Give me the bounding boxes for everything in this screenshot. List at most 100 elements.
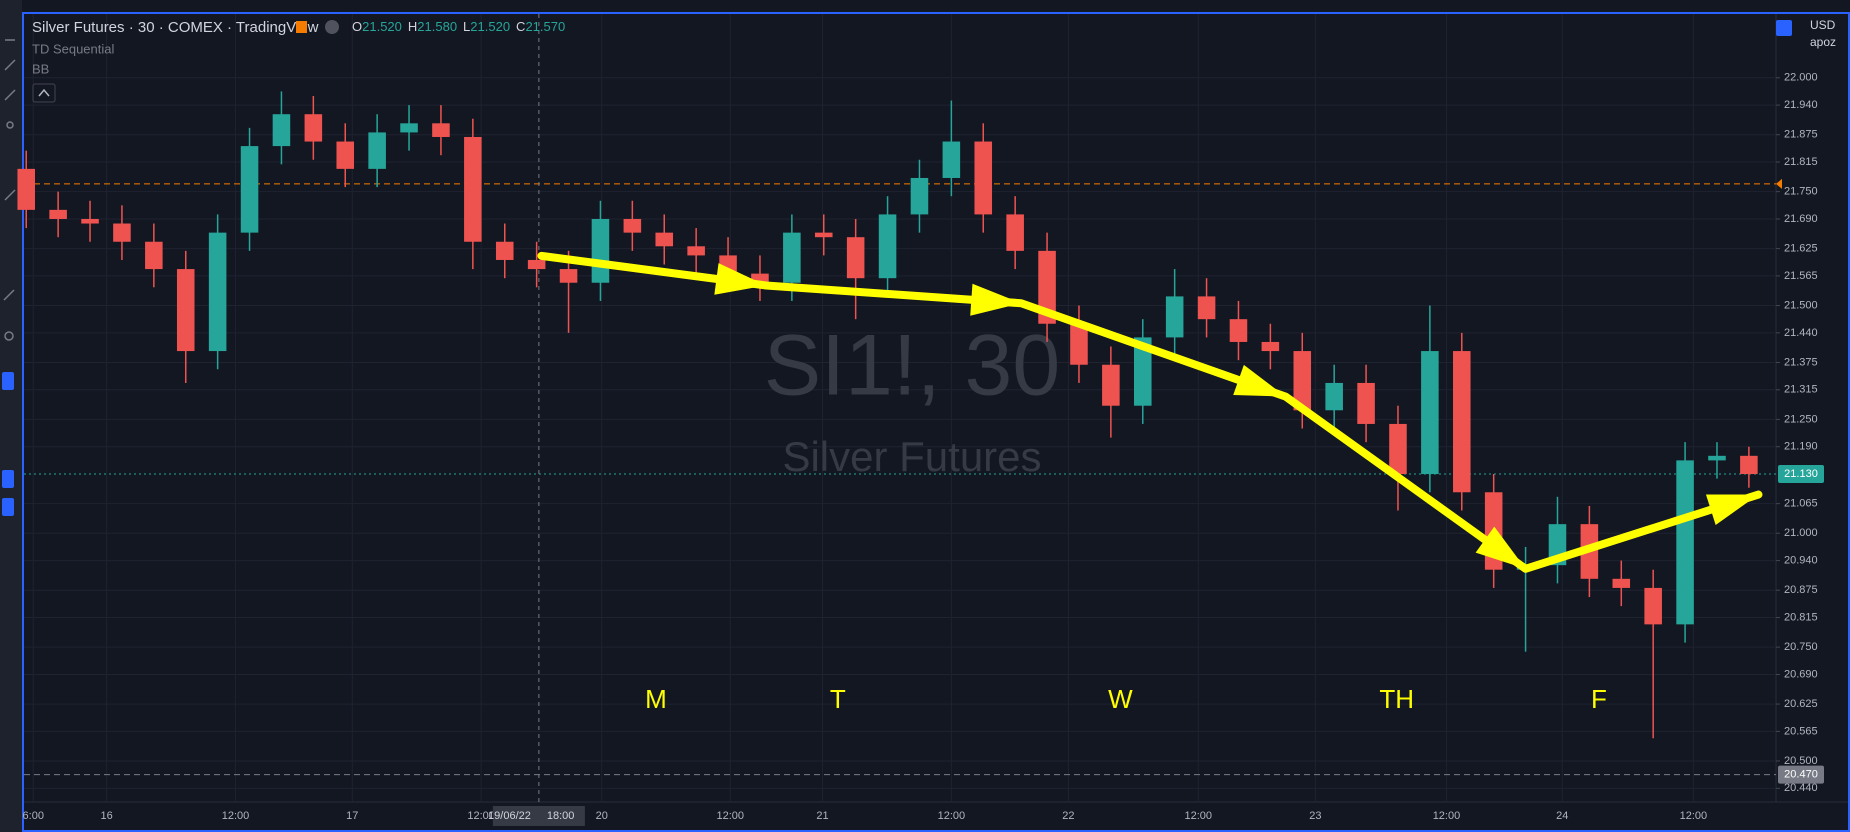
hide-button[interactable] [325, 20, 339, 34]
y-tick-label: 20.565 [1784, 725, 1818, 737]
x-tick-label: 24 [1556, 810, 1568, 822]
day-label: TH [1379, 684, 1414, 714]
x-tick-label: 12:00 [222, 810, 250, 822]
fullscreen-button[interactable] [1776, 20, 1792, 36]
axes: 22.000 21.940 21.875 21.815 21.750 21.690 21.6… [23, 72, 1824, 826]
y-tick-label: 21.565 [1784, 270, 1818, 282]
x-tick-label: 17 [346, 810, 358, 822]
watermark-symbol: SI1!, 30 [764, 318, 1060, 414]
y-tick-label: 21.500 [1784, 299, 1818, 311]
y-tick-label: 21.375 [1784, 356, 1818, 368]
price-label-box [1778, 465, 1824, 484]
y-tick-label: 21.690 [1784, 213, 1818, 225]
ohlc-value: 21.570 [525, 19, 565, 34]
candle-body [1006, 214, 1024, 251]
tool-active[interactable] [2, 470, 14, 488]
tool-icon[interactable] [4, 331, 14, 341]
x-tick-label: 21 [816, 810, 828, 822]
day-label: F [1591, 684, 1607, 714]
x-tick-label: 12:00 [467, 810, 495, 822]
candle-body [559, 269, 578, 283]
ohlc-key: H [408, 19, 417, 34]
flag-icon[interactable] [296, 21, 307, 33]
y-tick-label: 21.065 [1784, 498, 1818, 510]
candle-body [336, 141, 355, 169]
y-tick-label: 21.750 [1784, 186, 1818, 198]
candle-body [432, 123, 450, 137]
candle-body [655, 232, 674, 247]
currency[interactable]: USD [1810, 18, 1836, 32]
y-tick-label: 21.875 [1784, 129, 1818, 141]
tool-icon[interactable] [4, 189, 16, 201]
candle-body [942, 141, 961, 178]
price-label: 21.130 [1784, 468, 1818, 480]
watermark: SI1!, 30 Silver Futures [764, 318, 1060, 480]
tool-active[interactable] [2, 498, 14, 516]
x-tick-label: 12:00 [1433, 810, 1461, 822]
ohlc-key: L [463, 19, 470, 34]
candle-body [878, 214, 897, 279]
y-tick-label: 21.315 [1784, 384, 1818, 396]
crosshair-label-box [492, 806, 585, 826]
candle-body [1676, 460, 1694, 625]
tool-icon[interactable] [3, 289, 15, 301]
tool-active[interactable] [2, 372, 14, 390]
candle-body [113, 223, 131, 242]
y-tick-label: 21.815 [1784, 156, 1818, 168]
ohlc-key: O [352, 19, 362, 34]
x-tick-label: 12:00 [1185, 810, 1213, 822]
tool-icon[interactable] [4, 59, 16, 71]
price-lines [24, 14, 1776, 802]
candle-body [1165, 296, 1184, 338]
candle-body [1293, 351, 1312, 411]
ohlc-value: 21.580 [417, 19, 457, 34]
y-tick-label: 20.440 [1784, 782, 1818, 794]
x-tick-label: 22 [1062, 810, 1074, 822]
y-tick-label: 22.000 [1784, 72, 1818, 84]
price-label-box [1778, 765, 1824, 784]
candle-body [1357, 382, 1375, 424]
collapse-icon [38, 88, 50, 97]
x-tick-label: 23 [1309, 810, 1321, 822]
candle-body [495, 241, 514, 260]
candle-body [208, 232, 227, 352]
grid [24, 14, 1776, 802]
candle-body [49, 209, 67, 219]
ohlc-value: 21.520 [470, 19, 510, 34]
crosshair-time: 18:00 [547, 810, 575, 822]
ohlc-legend: O21.520 H21.580 L21.520 C21.570 [352, 19, 565, 34]
candle-body [814, 232, 833, 238]
candle-body [368, 132, 386, 169]
y-tick-label: 21.440 [1784, 327, 1818, 339]
candle-body [81, 218, 99, 224]
collapse-button[interactable] [32, 83, 56, 103]
candle-body [400, 123, 418, 133]
annotations: M T W TH F [537, 251, 1763, 714]
candle-body [1325, 382, 1343, 411]
x-tick-label: 12:00 [1680, 810, 1708, 822]
candle-body [1102, 364, 1120, 406]
ohlc-value: 21.520 [362, 19, 402, 34]
candle-body [1644, 587, 1662, 625]
tool-icon[interactable] [6, 121, 14, 129]
arrow-head [1233, 364, 1286, 397]
price-label: 20.470 [1784, 769, 1818, 781]
arrow-head [1705, 494, 1759, 525]
indicator-label: TD Sequential [32, 41, 114, 56]
day-label: W [1108, 684, 1133, 714]
candle-body [145, 241, 163, 270]
watermark-name: Silver Futures [782, 433, 1041, 480]
ohlc-key: C [516, 19, 525, 34]
x-tick-label: 12:00 [717, 810, 745, 822]
candle-body [846, 237, 865, 279]
left-toolbar[interactable] [0, 0, 22, 832]
x-tick-label: 16 [100, 810, 112, 822]
candle-body [591, 218, 610, 283]
candle-body [1070, 323, 1088, 365]
user[interactable]: apoz [1810, 35, 1836, 49]
x-tick-label: 12:00 [938, 810, 966, 822]
tool-icon[interactable] [4, 89, 16, 101]
candle-body [1389, 423, 1407, 475]
indicator-label: BB [32, 61, 49, 76]
arrow-head [1475, 526, 1526, 569]
